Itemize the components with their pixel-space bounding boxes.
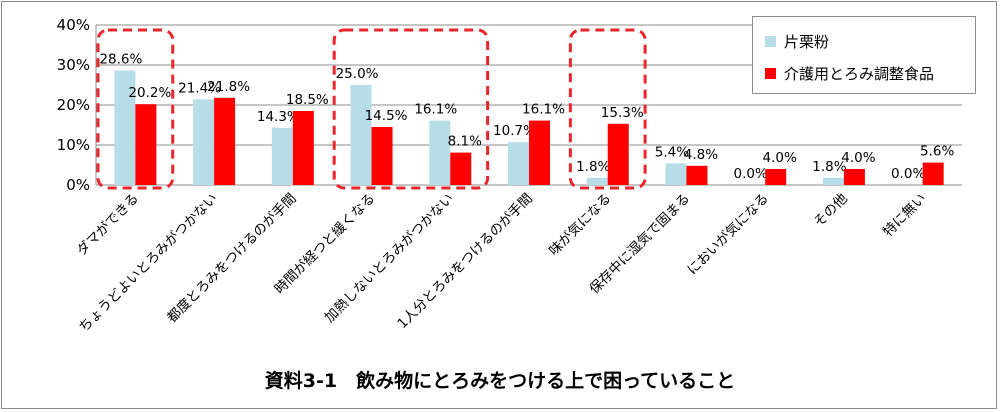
data-label: 28.6% bbox=[99, 52, 142, 68]
bar-katakuriko bbox=[114, 70, 136, 185]
category-label: 1人分とろみをつけるのが手間 bbox=[394, 191, 535, 332]
bar-thickener bbox=[529, 120, 550, 185]
data-label: 10.7% bbox=[493, 123, 536, 139]
legend-swatch-thickener bbox=[765, 68, 776, 79]
category-label: 味が気になる bbox=[546, 191, 615, 260]
data-label: 0.0% bbox=[891, 166, 925, 182]
highlight-box bbox=[568, 28, 647, 190]
y-tick-label: 40% bbox=[57, 16, 90, 34]
y-tick-label: 20% bbox=[57, 96, 90, 114]
bar-thickener bbox=[607, 123, 629, 185]
data-label: 4.0% bbox=[841, 150, 875, 166]
bar-thickener bbox=[686, 165, 708, 185]
data-label: 21.8% bbox=[207, 79, 250, 95]
bar-thickener bbox=[843, 169, 865, 185]
bar-thickener bbox=[765, 169, 787, 185]
bar-katakuriko bbox=[429, 120, 451, 185]
bar-thickener bbox=[135, 104, 157, 185]
data-label: 8.1% bbox=[448, 134, 482, 150]
y-tick-label: 0% bbox=[66, 176, 90, 194]
category-label: においが気になる bbox=[684, 191, 772, 279]
data-label: 0.0% bbox=[734, 166, 768, 182]
data-label: 1.8% bbox=[576, 159, 610, 175]
legend-item-thickener: 介護用とろみ調整食品 bbox=[765, 63, 934, 84]
category-label: ちょうどよいとろみがつかない bbox=[76, 191, 221, 336]
bar-katakuriko bbox=[193, 99, 215, 185]
bar-katakuriko bbox=[350, 85, 372, 185]
chart-title: 資料3-1 飲み物にとろみをつける上で困っていること bbox=[264, 370, 736, 392]
highlight-box bbox=[332, 28, 490, 190]
data-label: 18.5% bbox=[286, 92, 329, 108]
legend-label-thickener: 介護用とろみ調整食品 bbox=[784, 65, 935, 83]
data-label: 4.0% bbox=[763, 150, 797, 166]
data-label: 21.4% bbox=[178, 80, 221, 96]
data-label: 1.8% bbox=[812, 159, 846, 175]
y-tick-label: 10% bbox=[57, 136, 90, 154]
category-label: その他 bbox=[811, 191, 851, 231]
legend: 片栗粉 介護用とろみ調整食品 bbox=[752, 16, 976, 94]
data-label: 14.5% bbox=[365, 108, 408, 124]
highlight-box bbox=[96, 28, 175, 190]
bar-thickener bbox=[450, 152, 472, 185]
bar-katakuriko bbox=[665, 163, 687, 185]
data-label: 15.3% bbox=[601, 105, 644, 121]
category-label: 特に無い bbox=[880, 191, 929, 240]
bar-thickener bbox=[371, 127, 393, 185]
category-label: ダマができる bbox=[74, 191, 142, 259]
data-label: 16.1% bbox=[414, 102, 457, 118]
bar-katakuriko bbox=[508, 142, 529, 185]
category-label: 加熱しないとろみがつかない bbox=[322, 191, 457, 326]
bar-katakuriko bbox=[822, 177, 844, 185]
legend-label-katakuriko: 片栗粉 bbox=[784, 33, 830, 51]
data-label: 20.2% bbox=[128, 85, 171, 101]
data-label: 4.8% bbox=[684, 147, 718, 163]
data-label: 14.3% bbox=[257, 109, 300, 125]
bar-katakuriko bbox=[271, 127, 293, 185]
category-label: 都度とろみをつけるのが手間 bbox=[164, 191, 299, 326]
bar-thickener bbox=[292, 111, 314, 185]
bar-thickener bbox=[214, 97, 236, 185]
bar-thickener bbox=[922, 162, 944, 185]
data-label: 5.6% bbox=[920, 144, 954, 160]
data-label: 5.4% bbox=[655, 144, 689, 160]
data-label: 25.0% bbox=[336, 66, 379, 82]
legend-swatch-katakuriko bbox=[765, 36, 776, 47]
data-label: 16.1% bbox=[522, 102, 565, 118]
bar-katakuriko bbox=[586, 177, 608, 185]
legend-item-katakuriko: 片栗粉 bbox=[765, 31, 829, 52]
y-tick-label: 30% bbox=[57, 56, 90, 74]
